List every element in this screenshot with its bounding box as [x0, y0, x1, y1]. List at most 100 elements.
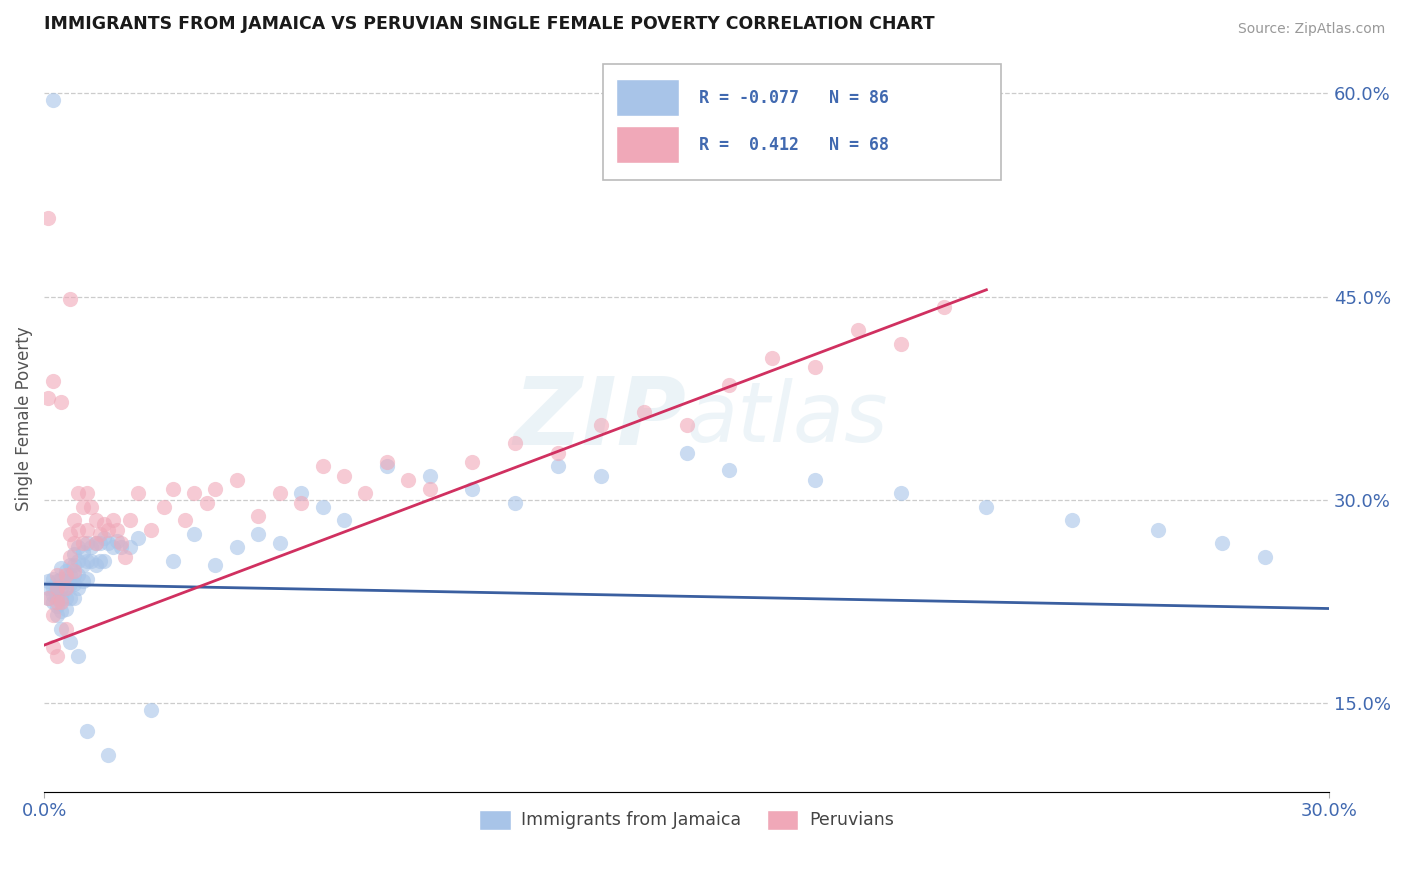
FancyBboxPatch shape	[616, 127, 679, 162]
Point	[84, 513, 107, 527]
Point	[55, 601, 77, 615]
Point	[72, 536, 94, 550]
Point	[101, 541, 124, 555]
Point	[110, 536, 132, 550]
Text: ZIP: ZIP	[513, 373, 686, 465]
Point	[41, 581, 63, 595]
Point	[375, 459, 398, 474]
Point	[76, 572, 98, 586]
Point	[247, 509, 270, 524]
Point	[101, 513, 124, 527]
Point	[46, 567, 69, 582]
Point	[890, 486, 912, 500]
Point	[63, 577, 86, 591]
Point	[183, 527, 205, 541]
Y-axis label: Single Female Poverty: Single Female Poverty	[15, 326, 32, 511]
Point	[59, 558, 82, 573]
Point	[84, 536, 107, 550]
Point	[174, 513, 197, 527]
Point	[80, 554, 103, 568]
Point	[67, 648, 90, 663]
Point	[46, 599, 69, 613]
Point	[41, 595, 63, 609]
Point	[46, 648, 69, 663]
Point	[311, 500, 333, 514]
Point	[375, 455, 398, 469]
Point	[890, 337, 912, 351]
Point	[105, 523, 128, 537]
Point	[37, 581, 59, 595]
Point	[204, 482, 226, 496]
Point	[37, 211, 59, 225]
Point	[461, 482, 484, 496]
Point	[72, 500, 94, 514]
Point	[63, 513, 86, 527]
Point	[419, 482, 441, 496]
Point	[932, 301, 955, 315]
Point	[354, 486, 377, 500]
Point	[333, 468, 356, 483]
Point	[804, 473, 827, 487]
Point	[118, 513, 141, 527]
Point	[63, 591, 86, 605]
Point	[153, 500, 176, 514]
Point	[110, 541, 132, 555]
FancyBboxPatch shape	[616, 79, 679, 116]
Point	[51, 572, 73, 586]
Point	[114, 549, 136, 564]
Point	[46, 581, 69, 595]
Point	[63, 564, 86, 578]
Point	[225, 541, 247, 555]
Point	[183, 486, 205, 500]
Point	[127, 531, 149, 545]
Point	[1146, 523, 1168, 537]
Point	[41, 608, 63, 623]
Point	[80, 500, 103, 514]
Point	[67, 554, 90, 568]
Point	[93, 531, 115, 545]
Point	[461, 455, 484, 469]
Point	[89, 536, 111, 550]
Point	[718, 463, 741, 477]
Point	[51, 591, 73, 605]
Point	[675, 418, 697, 433]
Point	[55, 567, 77, 582]
Point	[51, 604, 73, 618]
Point	[63, 536, 86, 550]
Point	[547, 445, 569, 459]
Point	[67, 581, 90, 595]
Point	[72, 544, 94, 558]
Legend: Immigrants from Jamaica, Peruvians: Immigrants from Jamaica, Peruvians	[472, 803, 901, 837]
Point	[67, 541, 90, 555]
Text: Source: ZipAtlas.com: Source: ZipAtlas.com	[1237, 22, 1385, 37]
Point	[97, 747, 120, 762]
Point	[89, 527, 111, 541]
Point	[93, 517, 115, 532]
Point	[72, 574, 94, 589]
Point	[59, 591, 82, 605]
Point	[311, 459, 333, 474]
Point	[89, 554, 111, 568]
Point	[41, 93, 63, 107]
Point	[290, 486, 312, 500]
Point	[162, 482, 184, 496]
Point	[195, 496, 218, 510]
Point	[67, 567, 90, 582]
Point	[55, 581, 77, 595]
Point	[63, 558, 86, 573]
Point	[84, 536, 107, 550]
Point	[76, 486, 98, 500]
Point	[76, 536, 98, 550]
Point	[51, 395, 73, 409]
Point	[76, 523, 98, 537]
Point	[633, 405, 655, 419]
Point	[1060, 513, 1083, 527]
Point	[41, 640, 63, 654]
Point	[718, 377, 741, 392]
Point	[127, 486, 149, 500]
Point	[63, 567, 86, 582]
Point	[761, 351, 783, 365]
Point	[97, 536, 120, 550]
Point	[503, 436, 526, 450]
Point	[55, 564, 77, 578]
